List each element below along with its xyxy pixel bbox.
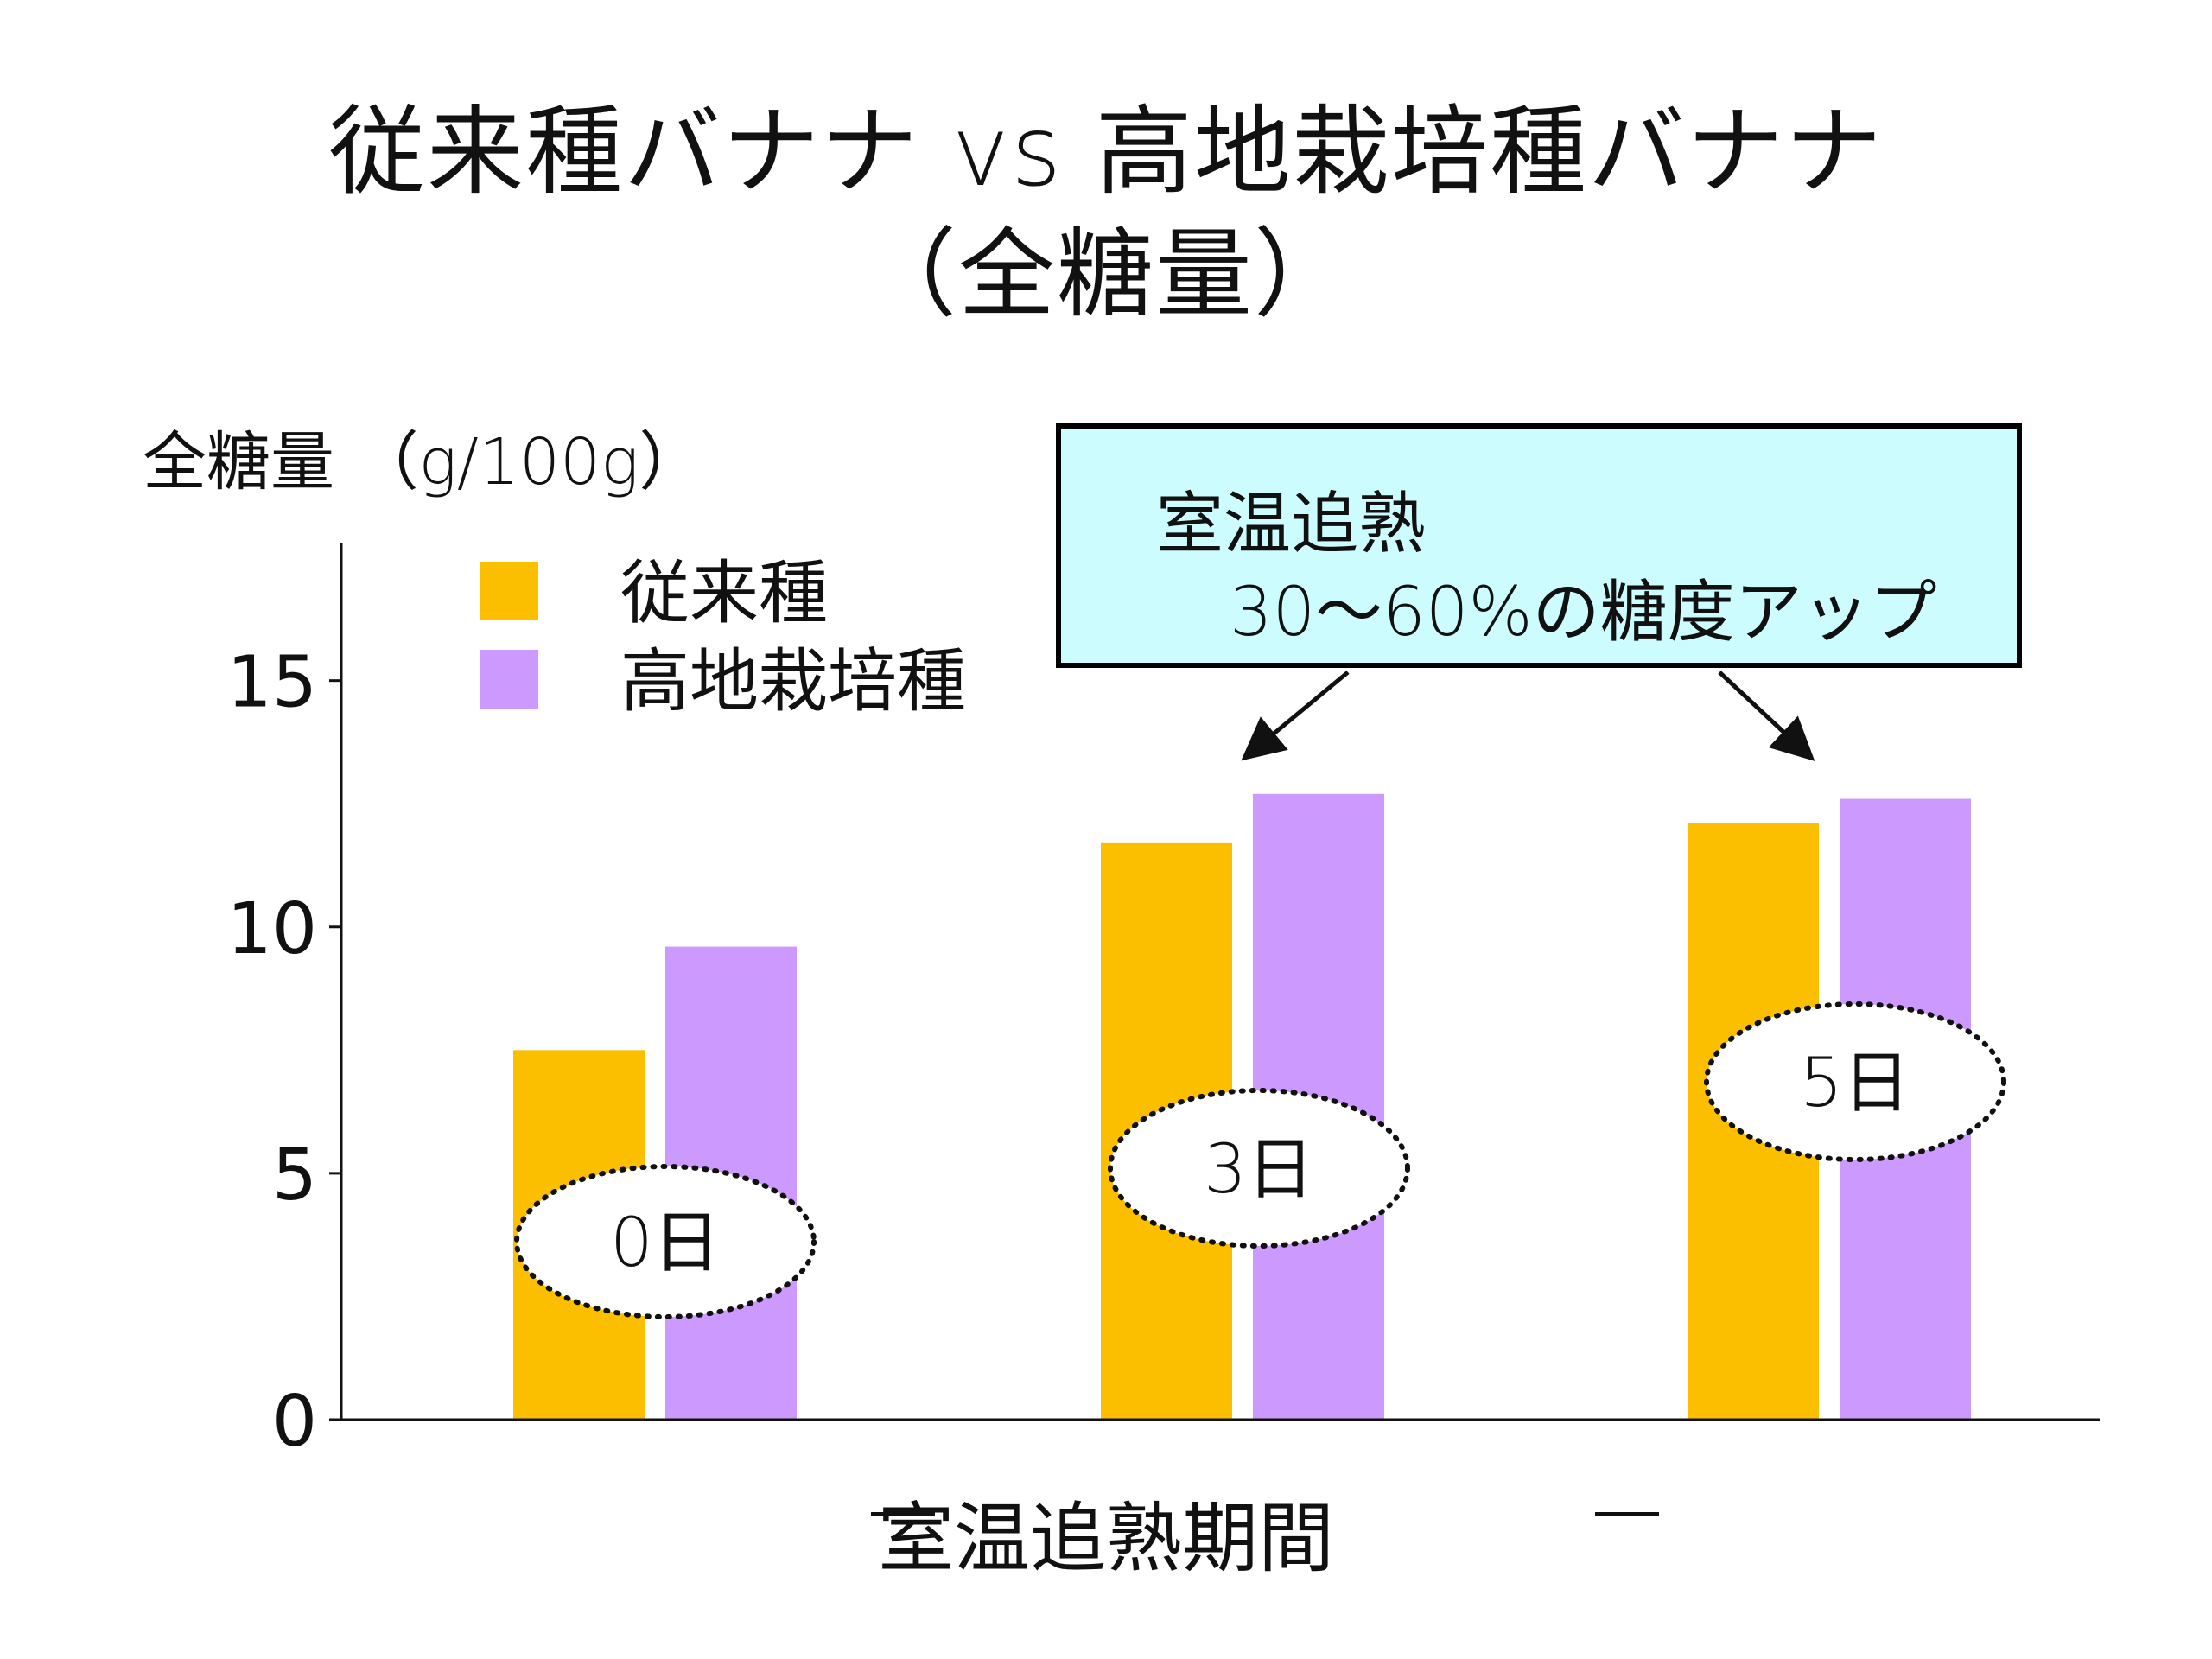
legend-label-1: 高地栽培種 bbox=[620, 641, 966, 721]
category-ellipse-2 bbox=[1704, 1001, 2006, 1162]
callout-box: 室温追熟 30～60%の糖度アップ bbox=[1056, 423, 2022, 668]
callout-line1: 室温追熟 bbox=[1156, 486, 1427, 563]
y-tick-label-0: 0 bbox=[272, 1381, 317, 1463]
x-axis-label: 室温追熟期間 bbox=[877, 1494, 1334, 1583]
category-label-0: 0日 bbox=[610, 1205, 721, 1282]
category-label-2: 5日 bbox=[1800, 1045, 1910, 1122]
chart-title-line2: （全糖量） bbox=[860, 219, 1352, 331]
y-tick-label-10: 10 bbox=[227, 888, 317, 970]
legend-swatch-1 bbox=[480, 650, 538, 709]
callout-arrow-left bbox=[1241, 671, 1350, 761]
category-label-1: 3日 bbox=[1204, 1131, 1314, 1209]
callout-line2: 30～60%の糖度アップ bbox=[1230, 574, 1937, 652]
legend-label-0: 従来種 bbox=[620, 553, 828, 633]
y-tick-label-5: 5 bbox=[272, 1135, 317, 1217]
x-axis-label-dash-right bbox=[1595, 1512, 1659, 1516]
x-axis-label-dash-left bbox=[871, 1512, 935, 1516]
y-axis-label: 全糖量 （g/100g） bbox=[143, 425, 703, 499]
y-tick-label-15: 15 bbox=[227, 642, 317, 724]
callout-arrow-right bbox=[1718, 671, 1815, 761]
legend-swatch-0 bbox=[480, 562, 538, 620]
chart-title-line1: 従来種バナナ vs 高地栽培種バナナ bbox=[328, 96, 1884, 208]
category-ellipse-1 bbox=[1108, 1088, 1410, 1249]
category-ellipse-0 bbox=[514, 1164, 817, 1319]
